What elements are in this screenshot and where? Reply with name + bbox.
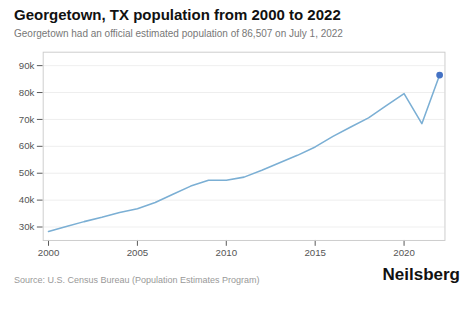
svg-text:2010: 2010 [216,247,238,258]
html-text:Source: U.S. Census Bureau (Po: Source: U.S. Census Bureau (Population E… [14,275,260,286]
html-text:Georgetown had an official est: Georgetown had an official estimated pop… [14,28,343,39]
svg-text:70k: 70k [19,114,35,125]
svg-text:2020: 2020 [393,247,415,258]
html-text:Neilsberg: Neilsberg [382,265,460,285]
svg-text:40k: 40k [19,194,35,205]
svg-text:50k: 50k [19,167,35,178]
svg-text:80k: 80k [19,87,35,98]
html-text:Georgetown, TX population from: Georgetown, TX population from 2000 to 2… [14,6,341,23]
svg-text:2005: 2005 [127,247,149,258]
svg-text:90k: 90k [19,60,35,71]
svg-text:2000: 2000 [38,247,60,258]
svg-text:30k: 30k [19,221,35,232]
svg-text:60k: 60k [19,140,35,151]
svg-text:2015: 2015 [304,247,326,258]
